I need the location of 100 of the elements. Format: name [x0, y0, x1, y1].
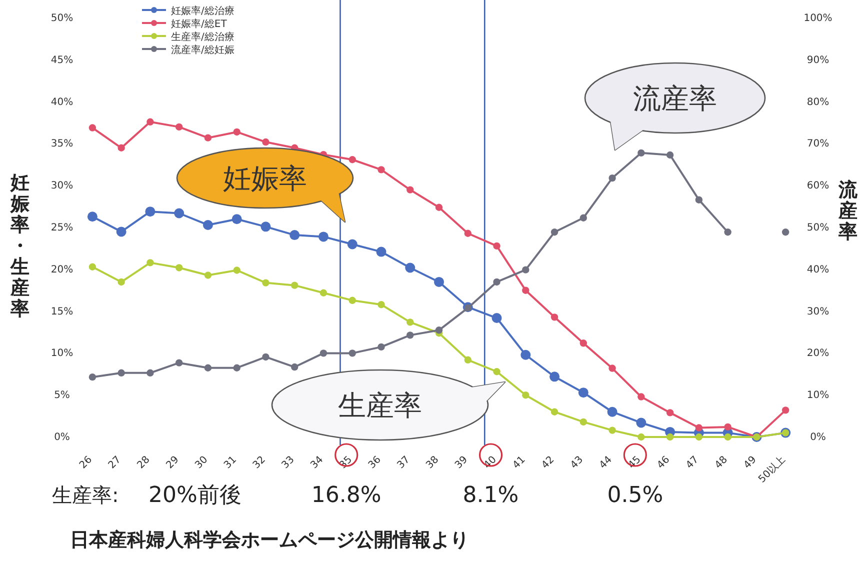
text: 0.5% — [607, 483, 664, 508]
point — [406, 318, 414, 326]
x-tick-label: 30 — [193, 454, 210, 472]
point — [522, 286, 530, 294]
point — [550, 228, 558, 236]
point — [348, 296, 356, 304]
point — [175, 264, 183, 272]
y-tick-label: 45% — [50, 54, 74, 66]
point — [638, 433, 645, 441]
y-tick-label: 25% — [50, 222, 74, 234]
ylabel: 妊娠率・生産率 — [10, 172, 30, 320]
y-tick-label: 50% — [50, 13, 74, 24]
point — [666, 409, 674, 416]
point — [580, 418, 587, 426]
point — [435, 326, 443, 334]
x-tick-label: 26 — [78, 454, 95, 472]
text: 8.1% — [462, 483, 519, 508]
point — [262, 138, 270, 146]
point — [175, 123, 183, 131]
x-tick-label: 49 — [742, 454, 759, 472]
point — [493, 368, 500, 376]
point — [493, 278, 500, 286]
point — [636, 418, 646, 428]
y-tick-label: 0% — [54, 432, 70, 443]
y-tick-label: 20% — [50, 264, 74, 276]
legend-label: 生産率/総治療 — [171, 31, 234, 43]
y2-tick-label: 100% — [804, 13, 832, 24]
point — [782, 406, 790, 414]
x-tick-label: 37 — [395, 454, 412, 472]
text: 日本産科婦人科学会ホームページ公開情報より — [70, 529, 469, 551]
point — [348, 350, 356, 357]
legend-label: 妊娠率/総治療 — [171, 5, 234, 17]
point — [608, 426, 616, 434]
x-tick-label: 31 — [222, 454, 239, 472]
x-tick-label: 28 — [136, 454, 152, 472]
point — [174, 208, 184, 218]
point — [175, 359, 183, 366]
point — [116, 226, 126, 237]
y2-tick-label: 0% — [810, 432, 826, 443]
point — [406, 332, 414, 339]
point — [435, 204, 443, 211]
legend-label: 妊娠率/総ET — [171, 18, 228, 30]
point — [146, 118, 154, 126]
text: 16.8% — [311, 483, 382, 508]
x-tick-label: 50以上 — [756, 454, 788, 486]
y2-axis-title: 流産率 — [633, 82, 717, 115]
point — [378, 343, 385, 351]
point — [320, 350, 328, 357]
point — [695, 196, 703, 204]
y-tick-label: 40% — [50, 96, 74, 108]
y-tick-label: 35% — [50, 138, 74, 150]
point — [262, 279, 270, 286]
point — [638, 393, 645, 400]
point — [376, 246, 386, 257]
point — [608, 174, 616, 182]
point — [724, 228, 732, 236]
y2-tick-label: 10% — [806, 390, 830, 402]
point — [405, 262, 416, 273]
y2label: 流産率 — [838, 179, 858, 243]
point — [638, 149, 645, 157]
point — [204, 272, 212, 279]
x-tick-label: 33 — [280, 454, 297, 472]
x-tick-label: 29 — [164, 454, 182, 472]
y-tick-label: 30% — [50, 180, 74, 192]
point — [118, 278, 125, 286]
x-tick-label: 48 — [713, 454, 730, 472]
x-tick-label: 46 — [655, 454, 672, 472]
x-tick-label: 41 — [510, 454, 528, 472]
point — [204, 134, 212, 142]
x-tick-label: 39 — [453, 454, 470, 472]
point — [580, 214, 587, 222]
point — [782, 228, 790, 236]
x-tick-label: 42 — [540, 454, 557, 472]
text: 20%前後 — [148, 483, 242, 508]
point — [580, 340, 587, 347]
point — [202, 220, 213, 230]
y2-tick-label: 40% — [806, 264, 830, 276]
point — [550, 314, 558, 321]
point — [291, 363, 298, 371]
point — [464, 230, 472, 237]
point — [88, 263, 96, 270]
y-tick-label: 5% — [54, 390, 70, 402]
point — [88, 124, 96, 132]
point — [233, 128, 240, 136]
point — [434, 276, 444, 287]
point — [347, 239, 358, 250]
y2-tick-label: 90% — [806, 54, 830, 66]
point — [464, 356, 472, 364]
point — [233, 266, 240, 274]
y-tick-label: 10% — [50, 348, 74, 360]
point — [608, 364, 616, 372]
x-tick-label: 38 — [424, 454, 442, 472]
x-tick-label: 44 — [598, 454, 614, 472]
point — [262, 353, 270, 361]
point — [695, 433, 703, 441]
point — [87, 212, 98, 222]
point — [118, 369, 125, 376]
point — [666, 151, 674, 159]
text: 生産率: — [52, 483, 119, 507]
point — [724, 423, 732, 431]
